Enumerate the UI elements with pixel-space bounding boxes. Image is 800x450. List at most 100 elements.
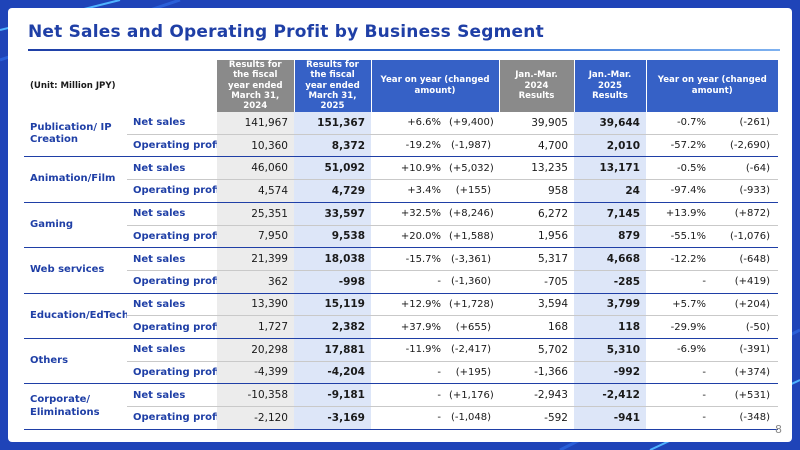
q2025-cell: 24 [574, 179, 646, 203]
segment-results-table: (Unit: Million JPY) Results for the fisc… [24, 60, 778, 430]
fy2024-cell: 25,351 [217, 202, 294, 226]
yoy-fy-change-cell: (+9,400) [443, 111, 499, 135]
fy2024-cell: 46,060 [217, 156, 294, 181]
fy2025-cell: -9,181 [294, 383, 371, 407]
q2025-cell: 13,171 [574, 156, 646, 181]
q2025-cell: 39,644 [574, 111, 646, 135]
table-row: Operating profit -2,120 -3,169- (-1,048) -59… [24, 406, 778, 430]
q2024-cell: 958 [499, 179, 574, 203]
q2025-cell: 879 [574, 225, 646, 249]
header-yoy-fy: Year on year (changed amount) [371, 60, 500, 112]
yoy-fy-change-cell: (+655) [443, 315, 499, 339]
yoy-fy-change-cell: (+1,588) [443, 225, 499, 249]
segment-label: Publication/ IP Creation [24, 111, 127, 158]
metric-label: Operating profit [127, 406, 217, 430]
yoy-q-change-cell: (+204) [708, 293, 778, 317]
table-row: Operating profit 4,574 4,729 +3.4% (+155) 958… [24, 179, 778, 203]
metric-label: Net sales [127, 338, 217, 362]
q2024-cell: 3,594 [499, 293, 574, 317]
yoy-fy-percent-cell: +20.0% [371, 225, 443, 249]
header-spacer [127, 60, 217, 112]
yoy-fy-percent-cell: - [371, 361, 443, 385]
fy2024-cell: 21,399 [217, 247, 294, 271]
page-title: Net Sales and Operating Profit by Busine… [28, 22, 544, 42]
q2025-cell: -2,412 [574, 383, 646, 407]
q2024-cell: 39,905 [499, 111, 574, 135]
fy2024-cell: -2,120 [217, 406, 294, 430]
yoy-fy-percent-cell: - [371, 406, 443, 430]
yoy-q-change-cell: (+374) [708, 361, 778, 385]
table-row: Animation/Film Net sales 46,060 51,092 +10.9… [24, 156, 778, 203]
q2025-cell: 4,668 [574, 247, 646, 271]
q2024-cell: -2,943 [499, 383, 574, 407]
fy2025-cell: 9,538 [294, 225, 371, 249]
header-fy2024: Results for the fiscal year ended March … [217, 60, 295, 112]
yoy-q-percent-cell: -0.7% [646, 111, 708, 135]
table-row: Corporate/ Eliminations Net sales -10,358-… [24, 383, 778, 430]
header-fy2025: Results for the fiscal year ended March … [294, 60, 372, 112]
yoy-q-percent-cell: -55.1% [646, 225, 708, 249]
table-row: Operating profit 362 -998- (-1,360) -705 -285… [24, 270, 778, 294]
yoy-q-percent-cell: - [646, 361, 708, 385]
yoy-fy-change-cell: (-1,987) [443, 134, 499, 158]
yoy-q-percent-cell: - [646, 406, 708, 430]
fy2024-cell: 4,574 [217, 179, 294, 203]
yoy-q-change-cell: (-933) [708, 179, 778, 203]
fy2025-cell: 17,881 [294, 338, 371, 362]
slide: Net Sales and Operating Profit by Busine… [8, 8, 792, 442]
yoy-fy-change-cell: (+195) [443, 361, 499, 385]
table-row: Operating profit 7,950 9,538 +20.0% (+1,588)… [24, 225, 778, 249]
unit-label: (Unit: Million JPY) [24, 60, 127, 112]
q2025-cell: -941 [574, 406, 646, 430]
table-row: Operating profit 1,727 2,382 +37.9% (+655) 16… [24, 315, 778, 339]
yoy-q-percent-cell: +5.7% [646, 293, 708, 317]
fy2025-cell: 8,372 [294, 134, 371, 158]
table-row: Operating profit -4,399 -4,204- (+195) -1,36… [24, 361, 778, 385]
q2024-cell: 5,317 [499, 247, 574, 271]
yoy-fy-change-cell: (+155) [443, 179, 499, 203]
q2024-cell: 5,702 [499, 338, 574, 362]
q2025-cell: -285 [574, 270, 646, 294]
metric-label: Operating profit [127, 270, 217, 294]
header-q2025: Jan.-Mar. 2025 Results [574, 60, 647, 112]
segment-label: Corporate/ Eliminations [24, 383, 127, 430]
table-row: Web services Net sales 21,399 18,038 -15.7%(… [24, 247, 778, 294]
q2025-cell: -992 [574, 361, 646, 385]
yoy-q-percent-cell: +13.9% [646, 202, 708, 226]
yoy-q-change-cell: (+531) [708, 383, 778, 407]
yoy-fy-change-cell: (-3,361) [443, 247, 499, 271]
segment-label: Web services [24, 247, 127, 294]
header-q2024: Jan.-Mar. 2024 Results [499, 60, 575, 112]
segment-label: Animation/Film [24, 156, 127, 203]
q2024-cell: 168 [499, 315, 574, 339]
fy2025-cell: 51,092 [294, 156, 371, 181]
metric-label: Net sales [127, 156, 217, 181]
metric-label: Net sales [127, 293, 217, 317]
fy2024-cell: 20,298 [217, 338, 294, 362]
yoy-fy-percent-cell: +37.9% [371, 315, 443, 339]
metric-label: Net sales [127, 247, 217, 271]
yoy-fy-change-cell: (+8,246) [443, 202, 499, 226]
yoy-fy-percent-cell: - [371, 270, 443, 294]
yoy-fy-percent-cell: +3.4% [371, 179, 443, 203]
q2025-cell: 3,799 [574, 293, 646, 317]
q2025-cell: 5,310 [574, 338, 646, 362]
yoy-fy-percent-cell: +12.9% [371, 293, 443, 317]
yoy-fy-percent-cell: -19.2% [371, 134, 443, 158]
yoy-q-change-cell: (-391) [708, 338, 778, 362]
segment-label: Gaming [24, 202, 127, 249]
yoy-q-change-cell: (-648) [708, 247, 778, 271]
yoy-fy-change-cell: (-1,048) [443, 406, 499, 430]
fy2024-cell: 1,727 [217, 315, 294, 339]
yoy-q-percent-cell: -97.4% [646, 179, 708, 203]
metric-label: Operating profit [127, 361, 217, 385]
metric-label: Operating profit [127, 315, 217, 339]
fy2024-cell: 362 [217, 270, 294, 294]
fy2025-cell: 151,367 [294, 111, 371, 135]
yoy-q-change-cell: (-348) [708, 406, 778, 430]
fy2025-cell: -3,169 [294, 406, 371, 430]
header-yoy-q: Year on year (changed amount) [646, 60, 778, 112]
q2024-cell: -1,366 [499, 361, 574, 385]
yoy-fy-percent-cell: -15.7% [371, 247, 443, 271]
fy2024-cell: -10,358 [217, 383, 294, 407]
